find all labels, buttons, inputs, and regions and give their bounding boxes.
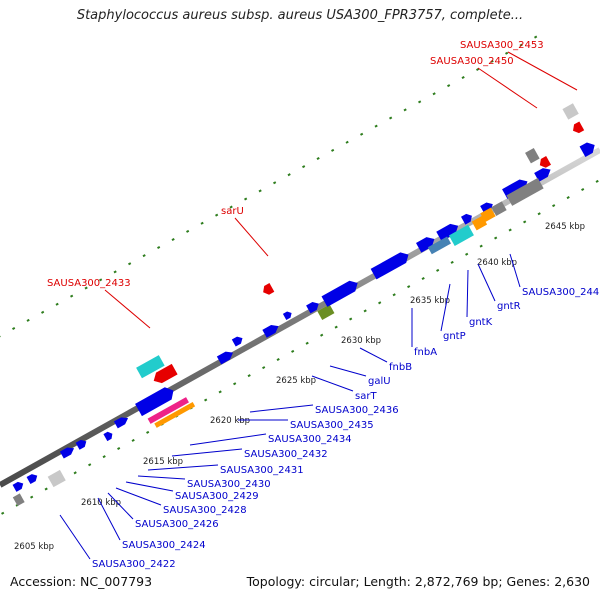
feature-block bbox=[525, 148, 540, 164]
forward-gene bbox=[103, 431, 113, 442]
genome-summary: Topology: circular; Length: 2,872,769 bp… bbox=[246, 574, 590, 589]
tick-label: 2605 kbp bbox=[14, 542, 54, 552]
forward-gene-label: SAUSA300_2435 bbox=[290, 420, 374, 431]
forward-gene bbox=[75, 439, 87, 450]
forward-gene-label: SAUSA300_2445 bbox=[522, 287, 600, 298]
forward-gene-label: SAUSA300_2430 bbox=[187, 479, 271, 490]
tick-label: 2620 kbp bbox=[210, 416, 250, 426]
feature-block bbox=[471, 215, 488, 231]
forward-gene-label: SAUSA300_2432 bbox=[244, 449, 328, 460]
forward-gene-label: SAUSA300_2426 bbox=[135, 519, 219, 530]
tick-label: 2640 kbp bbox=[477, 258, 517, 268]
forward-gene bbox=[480, 202, 493, 214]
gene-labels: SAUSA300_2422 SAUSA300_2424 SAUSA300_2426 S… bbox=[47, 40, 600, 570]
forward-gene bbox=[262, 325, 279, 338]
forward-gene-label: gntR bbox=[497, 301, 521, 312]
outer-tick-ring bbox=[0, 35, 538, 338]
forward-gene bbox=[370, 252, 409, 280]
forward-gene bbox=[12, 481, 24, 492]
feature-block bbox=[480, 207, 496, 223]
forward-gene bbox=[306, 302, 319, 314]
tick-label: 2630 kbp bbox=[341, 336, 381, 346]
forward-gene-label: galU bbox=[368, 376, 391, 387]
feature-block bbox=[12, 493, 25, 507]
feature-block bbox=[136, 355, 165, 379]
reverse-gene bbox=[573, 121, 585, 134]
forward-gene bbox=[59, 447, 75, 459]
feature-block bbox=[147, 397, 189, 424]
feature-block bbox=[317, 304, 335, 320]
forward-gene bbox=[534, 168, 551, 182]
feature-block bbox=[562, 103, 579, 120]
forward-gene bbox=[415, 237, 435, 253]
reverse-gene-label: SAUSA300_2453 bbox=[460, 40, 544, 51]
forward-gene bbox=[282, 311, 292, 320]
forward-gene bbox=[26, 474, 38, 485]
feature-block bbox=[491, 201, 507, 217]
reverse-gene bbox=[263, 283, 275, 295]
reverse-gene-label: SAUSA300_2450 bbox=[430, 56, 514, 67]
forward-gene-label: fnbA bbox=[414, 347, 437, 358]
label-leaders bbox=[59, 51, 578, 560]
forward-gene-label: SAUSA300_2431 bbox=[220, 465, 304, 476]
forward-gene bbox=[502, 179, 528, 199]
feature-block bbox=[47, 469, 66, 488]
forward-gene-label: gntK bbox=[469, 317, 493, 328]
feature-block bbox=[506, 177, 544, 206]
forward-gene-label: fnbB bbox=[389, 362, 412, 373]
gene-features bbox=[12, 103, 595, 507]
forward-gene-label: SAUSA300_2422 bbox=[92, 559, 176, 570]
forward-gene-label: gntP bbox=[443, 331, 466, 342]
forward-gene-label: SAUSA300_2436 bbox=[315, 405, 399, 416]
reverse-gene bbox=[153, 363, 178, 384]
forward-gene bbox=[461, 213, 472, 225]
forward-gene bbox=[135, 387, 174, 417]
forward-gene bbox=[231, 336, 243, 347]
forward-gene bbox=[321, 280, 358, 307]
inner-tick-ring bbox=[1, 179, 599, 515]
forward-gene bbox=[579, 142, 595, 158]
forward-gene-label: SAUSA300_2429 bbox=[175, 491, 259, 502]
forward-gene bbox=[436, 223, 459, 242]
tick-label: 2635 kbp bbox=[410, 296, 450, 306]
forward-gene-label: SAUSA300_2424 bbox=[122, 540, 206, 551]
feature-block bbox=[448, 224, 474, 247]
feature-block bbox=[154, 402, 196, 428]
forward-gene bbox=[216, 351, 234, 365]
map-title: Staphylococcus aureus subsp. aureus USA3… bbox=[76, 8, 524, 23]
tick-label: 2615 kbp bbox=[143, 457, 183, 467]
reverse-gene bbox=[539, 156, 552, 168]
forward-gene-label: SAUSA300_2434 bbox=[268, 434, 352, 445]
reverse-gene-label: SAUSA300_2433 bbox=[47, 278, 131, 289]
feature-block bbox=[427, 236, 451, 255]
accession-number: Accession: NC_007793 bbox=[10, 574, 153, 589]
forward-gene-label: SAUSA300_2428 bbox=[163, 505, 247, 516]
forward-gene bbox=[113, 417, 129, 429]
forward-gene-label: sarT bbox=[355, 391, 377, 402]
tick-label: 2645 kbp bbox=[545, 222, 585, 232]
tick-label: 2625 kbp bbox=[276, 376, 316, 386]
reverse-gene-label: sarU bbox=[221, 206, 244, 217]
